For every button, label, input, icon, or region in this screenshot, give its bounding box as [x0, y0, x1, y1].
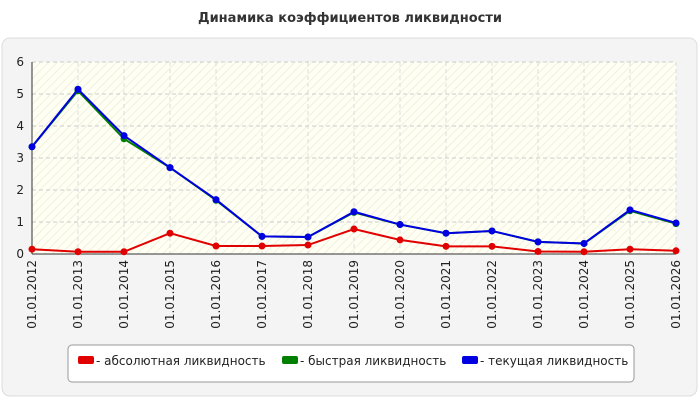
point — [580, 239, 588, 247]
point — [258, 242, 266, 250]
point — [672, 219, 680, 227]
x-tick-label: 01.01.2023 — [531, 260, 545, 329]
legend-label: - быстрая ликвидность — [300, 354, 446, 368]
x-tick-label: 01.01.2025 — [623, 260, 637, 329]
point — [212, 196, 220, 204]
point — [534, 238, 542, 246]
point — [28, 245, 36, 253]
point — [396, 236, 404, 244]
point — [166, 229, 174, 237]
x-tick-label: 01.01.2026 — [669, 260, 683, 329]
point — [488, 242, 496, 250]
legend-swatch — [282, 356, 298, 364]
x-tick-label: 01.01.2017 — [255, 260, 269, 329]
x-tick-label: 01.01.2019 — [347, 260, 361, 329]
point — [442, 229, 450, 237]
x-tick-label: 01.01.2015 — [163, 260, 177, 329]
point — [120, 132, 128, 140]
point — [350, 225, 358, 233]
y-tick-label: 6 — [16, 55, 24, 69]
point — [488, 227, 496, 235]
point — [120, 248, 128, 256]
legend — [67, 344, 635, 383]
x-tick-label: 01.01.2014 — [117, 260, 131, 329]
x-tick-label: 01.01.2018 — [301, 260, 315, 329]
point — [442, 242, 450, 250]
y-tick-label: 0 — [16, 247, 24, 261]
y-tick-label: 4 — [16, 119, 24, 133]
point — [626, 245, 634, 253]
legend-label: - текущая ликвидность — [480, 354, 628, 368]
point — [350, 208, 358, 216]
point — [626, 206, 634, 214]
y-tick-label: 2 — [16, 183, 24, 197]
x-tick-label: 01.01.2020 — [393, 260, 407, 329]
point — [672, 247, 680, 255]
y-tick-label: 3 — [16, 151, 24, 165]
point — [258, 232, 266, 240]
point — [74, 248, 82, 256]
point — [166, 164, 174, 172]
point — [304, 233, 312, 241]
point — [580, 248, 588, 256]
x-tick-label: 01.01.2012 — [25, 260, 39, 329]
y-tick-label: 5 — [16, 87, 24, 101]
x-tick-label: 01.01.2024 — [577, 260, 591, 329]
x-tick-label: 01.01.2016 — [209, 260, 223, 329]
x-tick-label: 01.01.2022 — [485, 260, 499, 329]
legend-swatch — [462, 356, 478, 364]
legend-swatch — [78, 356, 94, 364]
point — [212, 242, 220, 250]
point — [534, 247, 542, 255]
point — [304, 241, 312, 249]
chart-title: Динамика коэффициентов ликвидности — [198, 11, 502, 26]
point — [396, 221, 404, 229]
point — [28, 143, 36, 151]
legend-label: - абсолютная ликвидность — [96, 354, 266, 368]
x-tick-label: 01.01.2013 — [71, 260, 85, 329]
x-tick-label: 01.01.2021 — [439, 260, 453, 329]
y-tick-label: 1 — [16, 215, 24, 229]
point — [74, 85, 82, 93]
